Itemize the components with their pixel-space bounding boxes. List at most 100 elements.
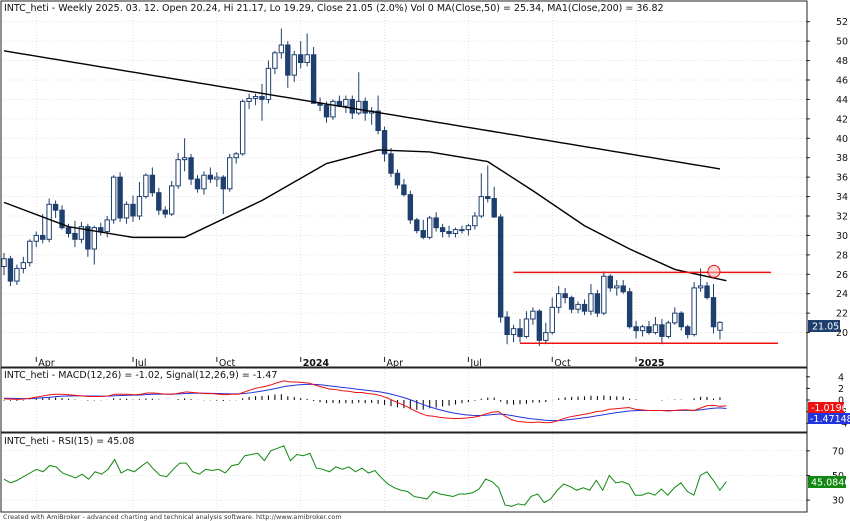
- candle-body: [575, 303, 581, 310]
- price-tick-label: 50: [836, 37, 848, 48]
- price-tick-label: 22: [836, 309, 848, 320]
- candle-body: [607, 275, 613, 289]
- candle-body: [639, 326, 646, 332]
- candle-body: [33, 234, 39, 242]
- rsi-tick-label: 70: [832, 446, 844, 457]
- candle-body: [136, 196, 143, 217]
- last-price-tag: 21.05: [808, 320, 840, 333]
- candle-body: [659, 324, 665, 337]
- candle-body: [556, 293, 562, 308]
- price-axis: 20 22 24 26 28 30 32 34 36 38 40 42 44 46 48 50 52: [806, 17, 848, 339]
- candle-body: [85, 226, 91, 250]
- candle-body: [594, 293, 601, 314]
- candle-body: [717, 321, 723, 331]
- candle-body: [207, 174, 214, 180]
- candle-body: [259, 96, 265, 100]
- signal-value-label: -1.47148: [810, 414, 850, 425]
- candle-body: [117, 176, 123, 219]
- candle-body: [123, 203, 130, 219]
- macd-tick-label: 2: [838, 384, 844, 395]
- candle-body: [465, 225, 472, 231]
- price-candles: [1, 28, 723, 347]
- candle-body: [14, 267, 20, 282]
- candle-body: [536, 310, 543, 341]
- candle-body: [678, 312, 684, 328]
- touch-marker: [707, 264, 721, 278]
- price-tick-label: 40: [836, 134, 848, 145]
- price-tick-label: 24: [836, 289, 848, 300]
- time-tick-label: Jul: [469, 358, 481, 369]
- candle-body: [691, 287, 697, 336]
- candle-body: [439, 227, 446, 233]
- footer-credit: Created with AmiBroker - advanced charti…: [3, 513, 342, 521]
- candle-body: [491, 198, 497, 218]
- candle-body: [394, 172, 401, 186]
- candle-body: [614, 285, 620, 289]
- candle-body: [452, 229, 459, 234]
- candle-body: [568, 297, 575, 310]
- candle-body: [285, 44, 291, 76]
- candle-body: [65, 227, 72, 234]
- candle-body: [143, 174, 149, 198]
- price-panel: 20 22 24 26 28 30 32 34 36 38 40 42 44 46 48 50 52 Apr Ju…: [0, 0, 848, 369]
- candle-body: [7, 258, 14, 282]
- candle-body: [356, 100, 362, 114]
- candle-body: [265, 67, 272, 100]
- time-tick-label: 2024: [303, 358, 330, 369]
- candle-body: [549, 306, 555, 334]
- time-tick-label: Jul: [134, 358, 146, 369]
- candle-body: [349, 98, 356, 114]
- candle-body: [239, 100, 246, 155]
- candle-body: [485, 196, 491, 200]
- signal-line: [3, 383, 727, 422]
- candle-body: [601, 275, 607, 314]
- candle-body: [272, 52, 278, 69]
- candle-body: [20, 262, 27, 269]
- price-tick-label: 30: [836, 231, 848, 242]
- candle-body: [710, 297, 717, 328]
- candle-body: [581, 303, 588, 312]
- macd-title: INTC_heti - MACD(12,26) = -1.02, Signal(…: [4, 370, 277, 381]
- candle-body: [188, 157, 194, 180]
- candle-body: [98, 227, 104, 233]
- candle-body: [291, 54, 297, 76]
- macd-tick-label: 0: [838, 396, 844, 407]
- candle-body: [362, 100, 368, 114]
- price-grid: [2, 2, 806, 357]
- candle-body: [523, 318, 530, 337]
- candle-body: [91, 227, 97, 250]
- candle-body: [162, 209, 168, 215]
- price-tick-label: 20: [836, 328, 848, 339]
- candle-body: [169, 185, 175, 215]
- candle-body: [472, 215, 478, 227]
- candle-body: [233, 153, 239, 159]
- candle-body: [704, 285, 710, 299]
- candle-body: [620, 285, 626, 293]
- candle-body: [52, 203, 59, 211]
- candle-body: [478, 196, 485, 217]
- candle-body: [40, 234, 46, 240]
- candle-body: [310, 54, 317, 104]
- macd-line: [3, 380, 727, 424]
- macd-histogram: [3, 394, 721, 410]
- candle-body: [181, 157, 188, 161]
- price-tick-label: 26: [836, 270, 848, 281]
- candle-body: [323, 104, 330, 118]
- candle-body: [588, 293, 594, 312]
- candle-body: [517, 328, 523, 337]
- price-tick-label: 44: [836, 95, 848, 106]
- candle-body: [298, 54, 304, 64]
- price-tick-label: 36: [836, 173, 848, 184]
- candle-body: [407, 194, 414, 221]
- price-tick-label: 38: [836, 153, 848, 164]
- price-lines: [3, 50, 778, 345]
- candle-body: [278, 44, 285, 54]
- rsi-value-tag: 45.0846: [808, 476, 850, 489]
- candle-body: [459, 229, 465, 232]
- candle-body: [149, 174, 156, 194]
- price-tick-label: 34: [836, 192, 848, 203]
- candle-body: [646, 326, 652, 334]
- candle-body: [201, 174, 207, 190]
- candle-body: [672, 312, 678, 324]
- time-tick-label: Oct: [219, 358, 236, 369]
